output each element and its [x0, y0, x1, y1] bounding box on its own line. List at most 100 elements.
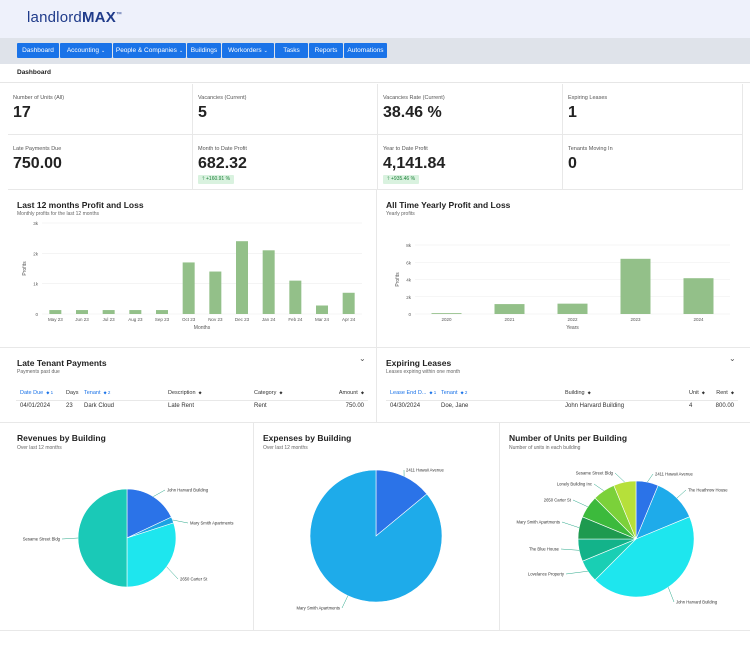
leader-line	[572, 499, 588, 508]
sort-icon: ⬥ 1	[46, 390, 54, 395]
bar[interactable]	[262, 250, 275, 314]
chevron-down-icon: ⌄	[263, 48, 268, 54]
kpi-value: 1	[568, 104, 577, 121]
kpi-card: Month to Date Profit 682.32 🡑 +160.91 %	[193, 135, 378, 190]
bar[interactable]	[129, 310, 142, 314]
bar[interactable]	[209, 271, 222, 314]
x-tick-label: Nov 23	[208, 317, 223, 322]
slice-label: 2411 Hawaii Avenue	[406, 468, 444, 473]
bar[interactable]	[620, 258, 651, 314]
column-header-label: Amount	[338, 390, 358, 396]
kpi-label: Vacancies Rate (Current)	[383, 95, 445, 101]
bar[interactable]	[156, 310, 168, 314]
column-header[interactable]: Lease End D... ⬥ 1	[390, 390, 436, 396]
bar[interactable]	[683, 278, 714, 314]
nav-tasks[interactable]: Tasks	[275, 43, 308, 58]
sort-icon: ⬥ 2	[460, 390, 468, 395]
kpi-label: Month to Date Profit	[198, 146, 247, 152]
profitYearly-chart: 0 2k 4k 6k 8k 2020 2021 2022 2023 2024 Years Profit…	[395, 243, 730, 331]
bar[interactable]	[182, 262, 195, 314]
bar[interactable]	[431, 313, 462, 314]
kpi-value: 682.32	[198, 155, 247, 172]
nav-accounting[interactable]: Accounting ⌄	[60, 43, 112, 58]
bar[interactable]	[494, 304, 525, 314]
arrow-up-icon: 🡑	[387, 176, 390, 182]
nav-reports[interactable]: Reports	[309, 43, 343, 58]
nav-people-companies[interactable]: People & Companies ⌄	[113, 43, 186, 58]
table-cell: Rent	[254, 403, 267, 409]
column-header-label: Building	[565, 390, 585, 396]
x-tick-label: 2020	[441, 317, 452, 322]
pie-slice[interactable]	[309, 469, 443, 603]
nav-dashboard[interactable]: Dashboard	[17, 43, 59, 58]
breadcrumb: Dashboard	[17, 69, 51, 76]
late-collapse-icon[interactable]: ⌄	[359, 354, 366, 363]
table-cell: 4	[689, 403, 693, 409]
leader-line	[560, 548, 580, 551]
profit12-title: Last 12 months Profit and Loss	[17, 200, 144, 210]
app-logo[interactable]: landlordMAX™	[27, 9, 123, 26]
nav-automations[interactable]: Automations	[344, 43, 387, 58]
arrow-up-icon: 🡑	[202, 176, 205, 182]
slice-label: Sesame Street Bldg	[23, 537, 61, 542]
kpi-card: Late Payments Due 750.00	[8, 135, 193, 190]
leader-line	[593, 483, 604, 491]
nav-workorders[interactable]: Workorders ⌄	[222, 43, 274, 58]
bar[interactable]	[316, 305, 328, 314]
top-header: landlordMAX™	[0, 0, 750, 38]
kpi-value: 17	[13, 104, 31, 121]
pie-slice[interactable]	[375, 469, 428, 537]
leader-line	[166, 566, 179, 580]
column-header-label: Rent	[716, 390, 728, 396]
slice-label: John Harvard Building	[676, 600, 718, 605]
pie-slice[interactable]	[594, 516, 695, 598]
column-header[interactable]: Date Due ⬥ 1	[20, 390, 53, 396]
bar[interactable]	[102, 310, 115, 314]
kpi-change-badge: 🡑 +160.91 %	[198, 175, 235, 184]
bar[interactable]	[76, 310, 88, 314]
main-nav: Dashboard Accounting ⌄ People & Companies ⌄ B…	[0, 38, 750, 64]
kpi-card: Year to Date Profit 4,141.84 🡑 +935.46 %	[378, 135, 563, 190]
expiring-title: Expiring Leases	[386, 358, 452, 368]
bar[interactable]	[49, 310, 62, 314]
x-axis-label: Years	[566, 325, 579, 331]
x-tick-label: Apr 24	[342, 317, 356, 322]
y-tick-label: 2k	[33, 251, 39, 256]
expiring-collapse-icon[interactable]: ⌄	[729, 354, 736, 363]
table-cell: Late Rent	[168, 403, 195, 409]
bar[interactable]	[289, 280, 302, 314]
y-tick-label: 0	[35, 312, 38, 317]
bar[interactable]	[342, 292, 355, 314]
column-header[interactable]: Unit ⬥	[689, 390, 705, 396]
x-tick-label: Mar 24	[315, 317, 330, 322]
column-header[interactable]: Tenant ⬥ 2	[84, 390, 110, 396]
column-header[interactable]: Description ⬥	[168, 390, 202, 396]
expenses-subtitle: Over last 12 months	[263, 445, 308, 451]
bar[interactable]	[557, 303, 588, 314]
column-header-label: Category	[254, 390, 277, 396]
kpi-label: Year to Date Profit	[383, 146, 428, 152]
nav-label: Dashboard	[22, 47, 54, 54]
sort-icon: ⬥ 2	[103, 390, 111, 395]
late-title: Late Tenant Payments	[17, 358, 107, 368]
sort-icon: ⬥ 1	[429, 390, 437, 395]
column-header[interactable]: Category ⬥	[254, 390, 282, 396]
table-cell: 04/30/2024	[390, 403, 421, 409]
x-axis-label: Months	[194, 325, 211, 331]
column-header[interactable]: Days	[66, 390, 79, 396]
slice-label: Lonely Building Inc	[557, 482, 592, 487]
chevron-down-icon: ⌄	[100, 48, 106, 54]
leader-line	[676, 489, 687, 499]
x-tick-label: Dec 23	[235, 317, 250, 322]
kpi-card: Expiring Leases 1	[563, 84, 743, 135]
column-header[interactable]: Rent ⬥	[716, 390, 734, 396]
pie-slice[interactable]	[77, 488, 128, 588]
y-axis-label: Profits	[22, 261, 28, 276]
nav-buildings[interactable]: Buildings	[187, 43, 221, 58]
kpi-card: Vacancies Rate (Current) 38.46 %	[378, 84, 563, 135]
column-header[interactable]: Building ⬥	[565, 390, 591, 396]
column-header[interactable]: Amount ⬥	[339, 390, 364, 396]
bar[interactable]	[236, 241, 248, 314]
leader-line	[561, 521, 580, 528]
column-header[interactable]: Tenant ⬥ 2	[441, 390, 467, 396]
